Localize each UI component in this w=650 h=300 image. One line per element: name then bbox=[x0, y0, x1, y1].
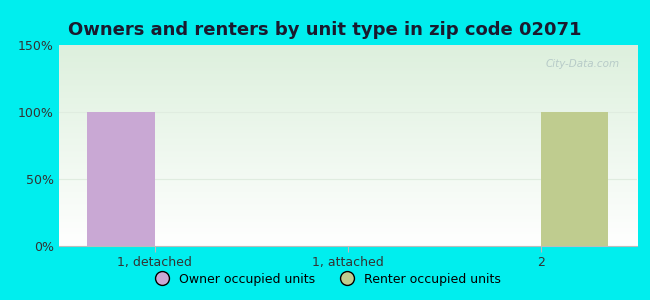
Legend: Owner occupied units, Renter occupied units: Owner occupied units, Renter occupied un… bbox=[144, 268, 506, 291]
Text: Owners and renters by unit type in zip code 02071: Owners and renters by unit type in zip c… bbox=[68, 21, 582, 39]
Bar bbox=[87, 112, 155, 246]
Bar bbox=[541, 112, 608, 246]
Text: City-Data.com: City-Data.com bbox=[545, 59, 619, 69]
